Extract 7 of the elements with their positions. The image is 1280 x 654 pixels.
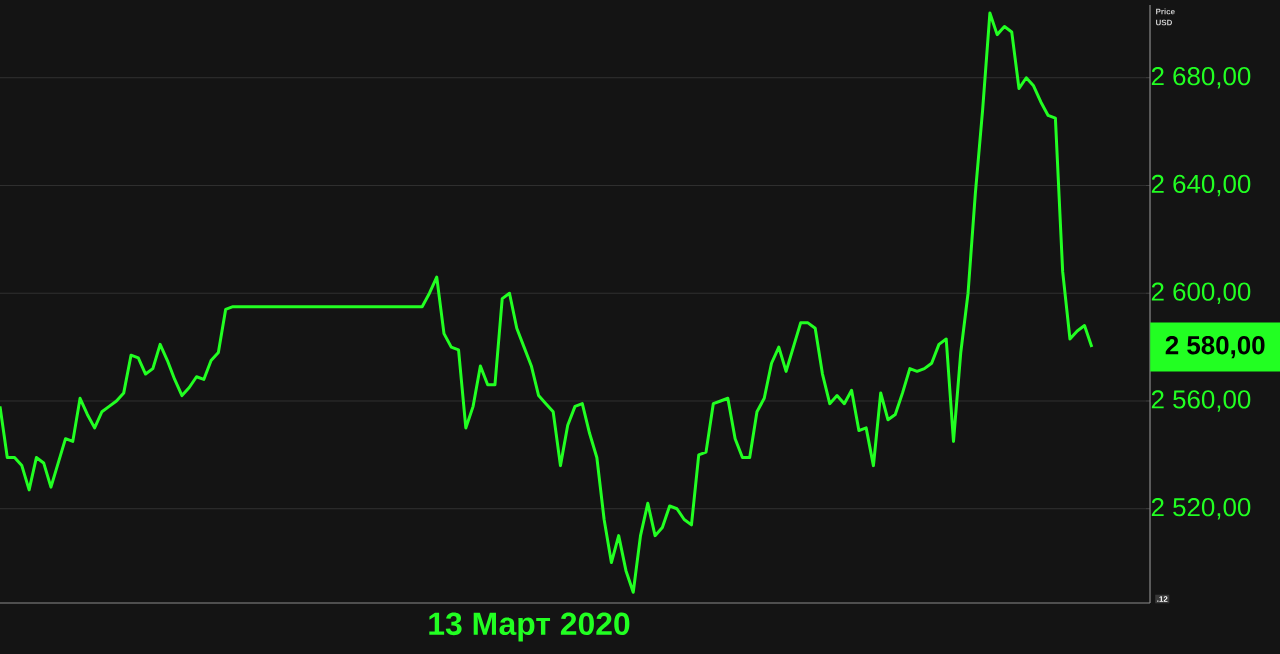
- y-tick-label: 2 600,00: [1151, 282, 1251, 304]
- y-tick-label: 2 640,00: [1151, 174, 1251, 197]
- x-axis-title: 13 Март 2020: [429, 612, 630, 642]
- text: 2 580,00: [1165, 336, 1265, 359]
- y-tick-label: 2 520,00: [1151, 498, 1251, 520]
- y-tick-label: 2 680,00: [1151, 67, 1251, 89]
- y-tick-label: 2 560,00: [1151, 390, 1251, 412]
